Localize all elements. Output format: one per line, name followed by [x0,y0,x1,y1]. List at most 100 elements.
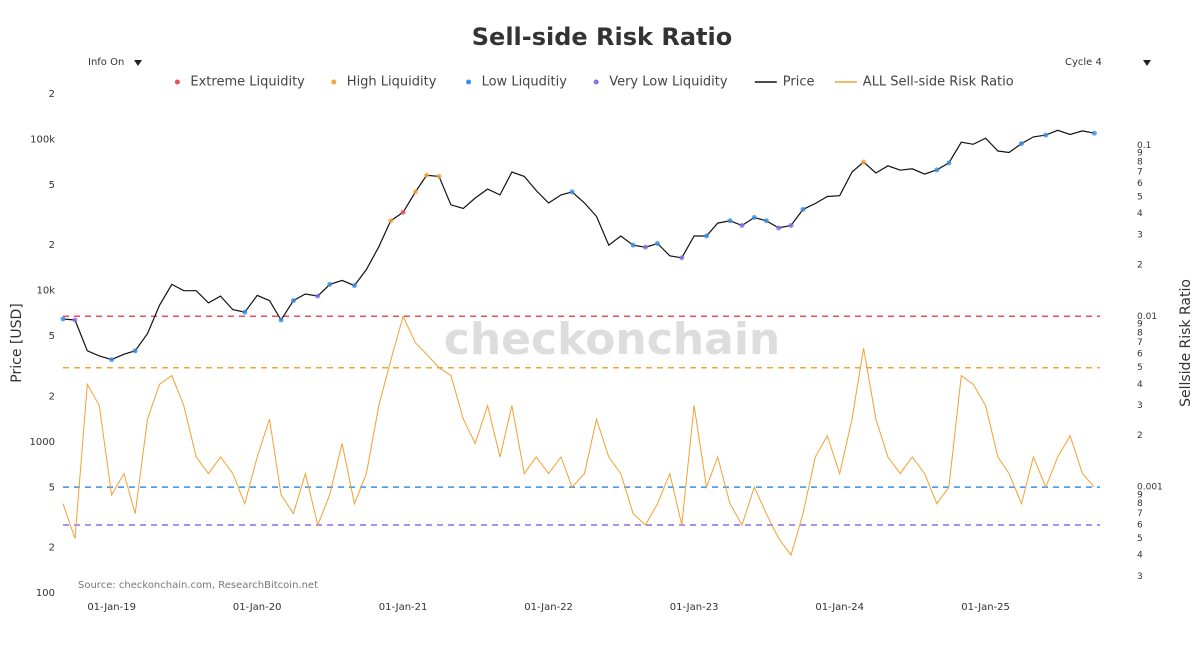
y2-tick-label: 2 [1137,260,1143,270]
legend-marker [174,79,180,85]
y2-tick-label: 5 [1137,363,1143,373]
regime-dot [751,214,757,220]
regime-dot [934,167,940,173]
legend-label: ALL Sell-side Risk Ratio [863,75,1014,90]
legend-label: Very Low Liquidity [609,75,728,90]
x-tick-label: 01-Jan-22 [524,602,573,613]
info-dropdown[interactable]: Info On [80,52,148,74]
y2-tick-label: 6 [1137,521,1143,531]
regime-dot [727,218,733,224]
chart-title: Sell-side Risk Ratio [472,23,732,51]
y-tick-label: 2 [49,391,55,402]
y2-tick-label: 3 [1137,230,1143,240]
y-tick-label: 10k [36,286,55,297]
regime-dot [60,316,66,322]
y2-tick-label: 0.01 [1137,312,1157,322]
regime-dot [278,317,284,323]
y2-tick-label: 9 [1137,490,1143,500]
y2-tick-label: 8 [1137,328,1143,338]
y2-tick-label: 0.001 [1137,483,1163,493]
y-tick-label: 2 [49,89,55,100]
y-tick-label: 2 [49,240,55,251]
regime-dot [861,159,867,165]
source-note: Source: checkonchain.com, ResearchBitcoi… [78,580,318,591]
y-tick-label: 100k [30,135,55,146]
regime-dot [776,225,782,231]
regime-dot [109,357,115,363]
y2-axis-title: Sellside Risk Ratio [1178,279,1194,407]
regime-dot [800,206,806,212]
y-tick-label: 5 [49,331,55,342]
y-tick-label: 5 [49,482,55,493]
regime-dot [132,348,138,354]
regime-dot [351,283,357,289]
regime-dot [400,209,406,215]
series-line [62,314,1095,557]
regime-dot [290,298,296,304]
regime-dot [424,172,430,178]
cycle-dropdown-label: Cycle 4 [1065,57,1102,68]
regime-dot [412,189,418,195]
regime-dot [436,173,442,179]
info-dropdown-label: Info On [88,57,125,68]
regime-dot [946,160,952,166]
regime-dot [630,242,636,248]
y2-tick-label: 9 [1137,320,1143,330]
x-tick-label: 01-Jan-25 [961,602,1010,613]
y2-tick-label: 6 [1137,350,1143,360]
regime-dot [788,222,794,228]
legend-label: Extreme Liquidity [190,75,305,90]
regime-dot [739,222,745,228]
legend-marker [466,79,472,85]
y-axis-title: Price [USD] [9,303,25,382]
regime-dot [642,244,648,250]
y2-tick-label: 8 [1137,157,1143,167]
legend-label: Price [783,75,815,90]
y2-tick-label: 6 [1137,179,1143,189]
regime-dot [654,241,660,247]
x-tick-label: 01-Jan-20 [233,602,282,613]
regime-dot [242,309,248,315]
y2-tick-label: 9 [1137,149,1143,159]
regime-dot [1091,130,1097,136]
regime-dot [327,281,333,287]
y-tick-label: 2 [49,542,55,553]
legend-marker [331,79,337,85]
regime-dot [388,218,394,224]
regime-dot [1018,141,1024,147]
y2-tick-label: 3 [1137,572,1143,582]
dropdown-arrow [1143,60,1151,66]
y-tick-label: 5 [49,180,55,191]
cycle-dropdown[interactable]: Cycle 4 [1057,52,1157,74]
y2-tick-label: 3 [1137,401,1143,411]
regime-dot [1043,132,1049,138]
y2-tick-label: 4 [1137,551,1143,561]
y2-tick-label: 4 [1137,209,1143,219]
x-tick-label: 01-Jan-19 [87,602,136,613]
y-tick-label: 100 [36,588,55,599]
y2-tick-label: 4 [1137,380,1143,390]
y2-tick-label: 8 [1137,499,1143,509]
dropdown-arrow [134,60,142,66]
y2-tick-label: 7 [1137,167,1143,177]
legend-label: High Liquidity [347,75,437,90]
regime-dot [679,255,685,261]
regime-dot [315,293,321,299]
series-line [62,129,1095,361]
y2-tick-label: 0.1 [1137,141,1151,151]
y-tick-label: 1000 [30,437,55,448]
regime-dot [72,317,78,323]
regime-dot [763,218,769,224]
regime-dot [703,233,709,239]
regime-dot [569,189,575,195]
x-tick-label: 01-Jan-24 [815,602,864,613]
y2-tick-label: 5 [1137,534,1143,544]
y2-tick-label: 5 [1137,192,1143,202]
legend-label: Low Liquditiy [482,75,568,90]
y2-tick-label: 7 [1137,338,1143,348]
y2-tick-label: 7 [1137,509,1143,519]
legend-marker [593,79,599,85]
x-tick-label: 01-Jan-23 [670,602,719,613]
